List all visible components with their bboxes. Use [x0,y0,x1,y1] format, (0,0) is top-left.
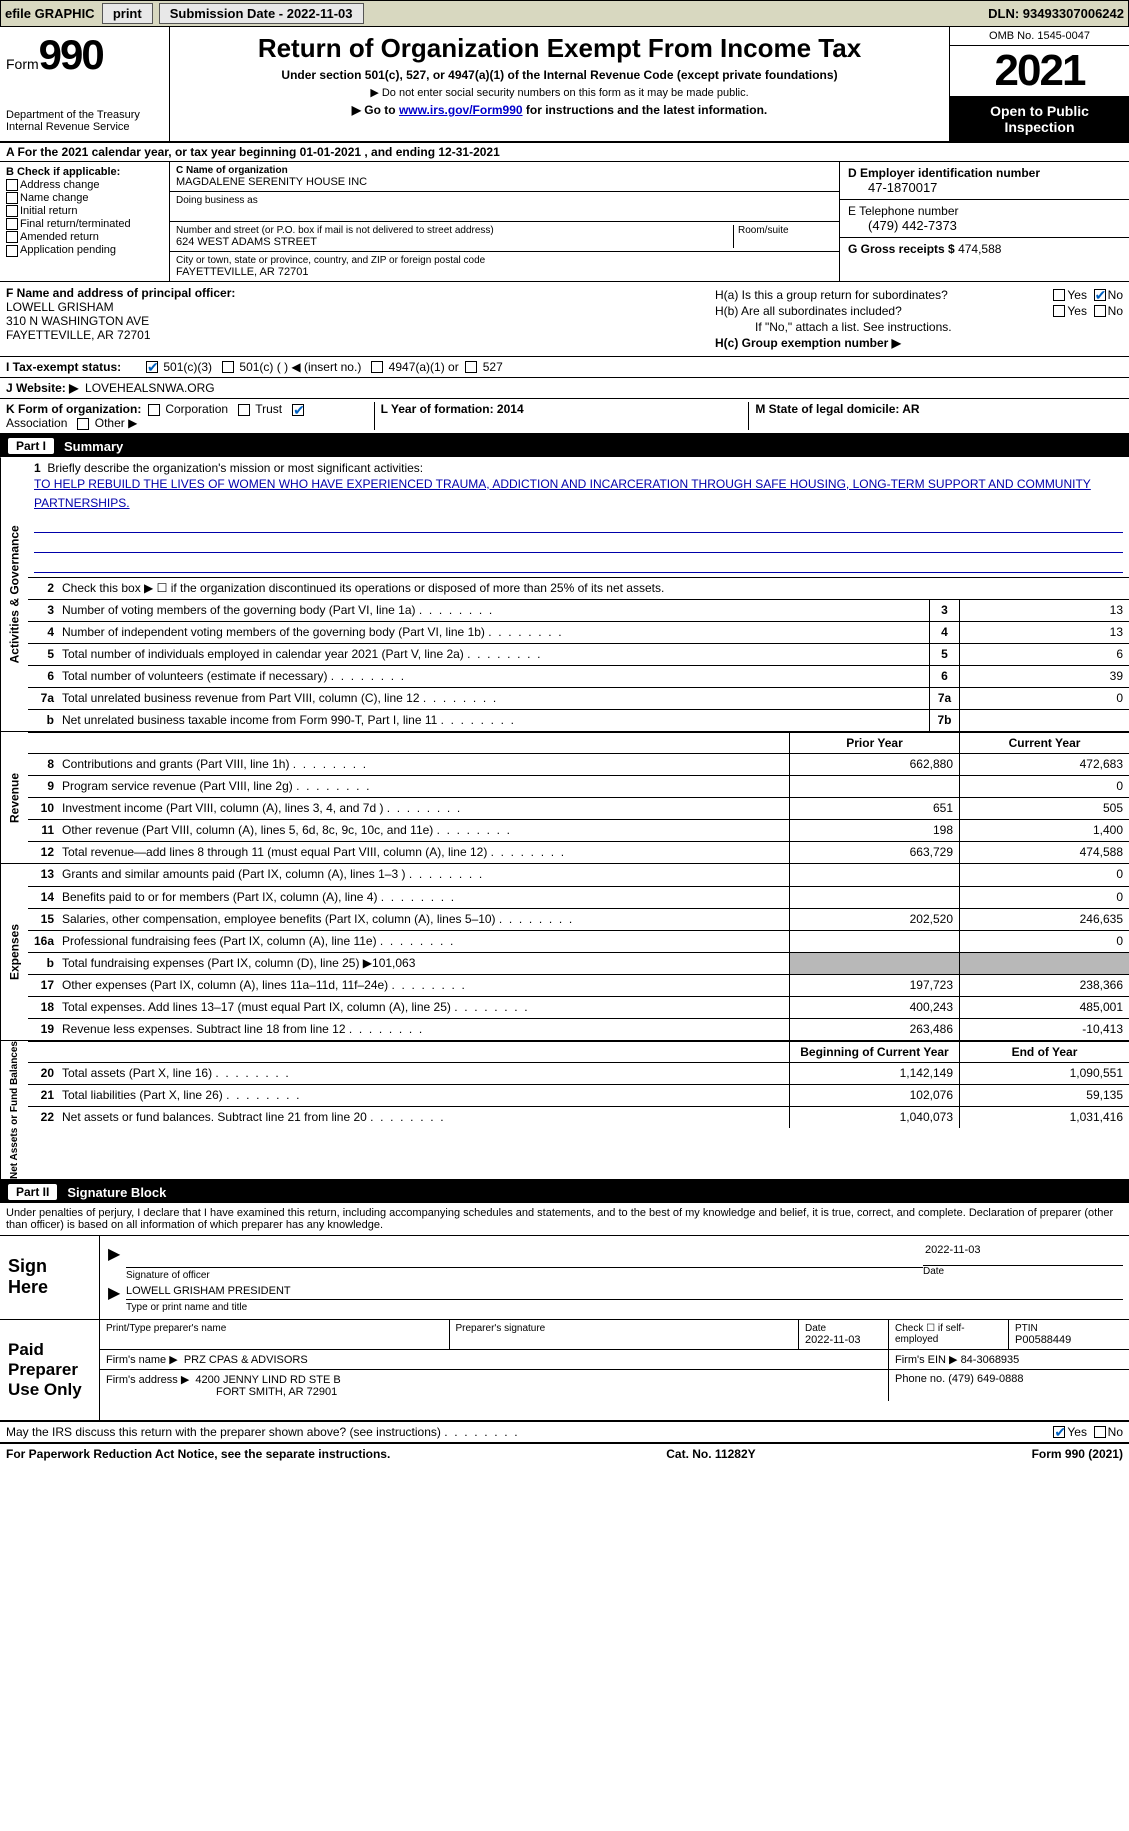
vtab-net-assets: Net Assets or Fund Balances [0,1041,28,1179]
summary-section: Activities & Governance 1 Briefly descri… [0,457,1129,1181]
efile-topbar: efile GRAPHIC print Submission Date - 20… [0,0,1129,27]
open-public-badge: Open to Public Inspection [950,97,1129,141]
section-fh: F Name and address of principal officer:… [0,282,1129,357]
website-value: LOVEHEALSNWA.ORG [85,381,215,395]
tax-year: 2021 [950,46,1129,97]
box-f: F Name and address of principal officer:… [0,282,709,356]
form-number: Form990 [6,31,163,79]
org-name: MAGDALENE SERENITY HOUSE INC [176,176,833,188]
row-i-tax-status: I Tax-exempt status: 501(c)(3) 501(c) ( … [0,357,1129,378]
discuss-row: May the IRS discuss this return with the… [0,1421,1129,1442]
goto-note: ▶ Go to www.irs.gov/Form990 for instruct… [180,103,939,117]
row-klm: K Form of organization: Corporation Trus… [0,399,1129,435]
part2-header: Part IISignature Block [0,1181,1129,1203]
city-state-zip: FAYETTEVILLE, AR 72701 [176,266,833,278]
section-bcdeg: B Check if applicable: Address change Na… [0,162,1129,282]
vtab-revenue: Revenue [0,732,28,863]
box-c: C Name of organization MAGDALENE SERENIT… [170,162,839,281]
form-header: Form990 Department of the Treasury Inter… [0,27,1129,143]
dept-treasury: Department of the Treasury [6,109,163,121]
ssn-note: ▶ Do not enter social security numbers o… [180,86,939,99]
vtab-expenses: Expenses [0,864,28,1040]
sign-here-block: Sign Here ▶ Signature of officer 2022-11… [0,1236,1129,1320]
line-1-mission: 1 Briefly describe the organization's mi… [28,457,1129,577]
vtab-governance: Activities & Governance [0,457,28,731]
gross-receipts: 474,588 [958,242,1001,256]
irs-label: Internal Revenue Service [6,121,163,133]
signature-declaration: Under penalties of perjury, I declare th… [0,1203,1129,1236]
submission-date: Submission Date - 2022-11-03 [159,3,364,24]
phone-value: (479) 442-7373 [848,218,1121,233]
form-title: Return of Organization Exempt From Incom… [180,33,939,64]
ein-value: 47-1870017 [848,180,1121,195]
dln-label: DLN: 93493307006242 [988,6,1124,21]
print-button[interactable]: print [102,3,153,24]
footer-row: For Paperwork Reduction Act Notice, see … [0,1442,1129,1464]
row-j-website: J Website: ▶ LOVEHEALSNWA.ORG [0,378,1129,399]
part1-header: Part ISummary [0,435,1129,457]
irs-link[interactable]: www.irs.gov/Form990 [399,103,523,117]
paid-preparer-block: Paid Preparer Use Only Print/Type prepar… [0,1320,1129,1421]
box-h: H(a) Is this a group return for subordin… [709,282,1129,356]
street-address: 624 WEST ADAMS STREET [176,236,733,248]
box-deg: D Employer identification number 47-1870… [839,162,1129,281]
box-b: B Check if applicable: Address change Na… [0,162,170,281]
form-subtitle: Under section 501(c), 527, or 4947(a)(1)… [180,68,939,82]
row-a-period: A For the 2021 calendar year, or tax yea… [0,143,1129,162]
omb-number: OMB No. 1545-0047 [950,27,1129,46]
efile-label: efile GRAPHIC [5,6,95,21]
